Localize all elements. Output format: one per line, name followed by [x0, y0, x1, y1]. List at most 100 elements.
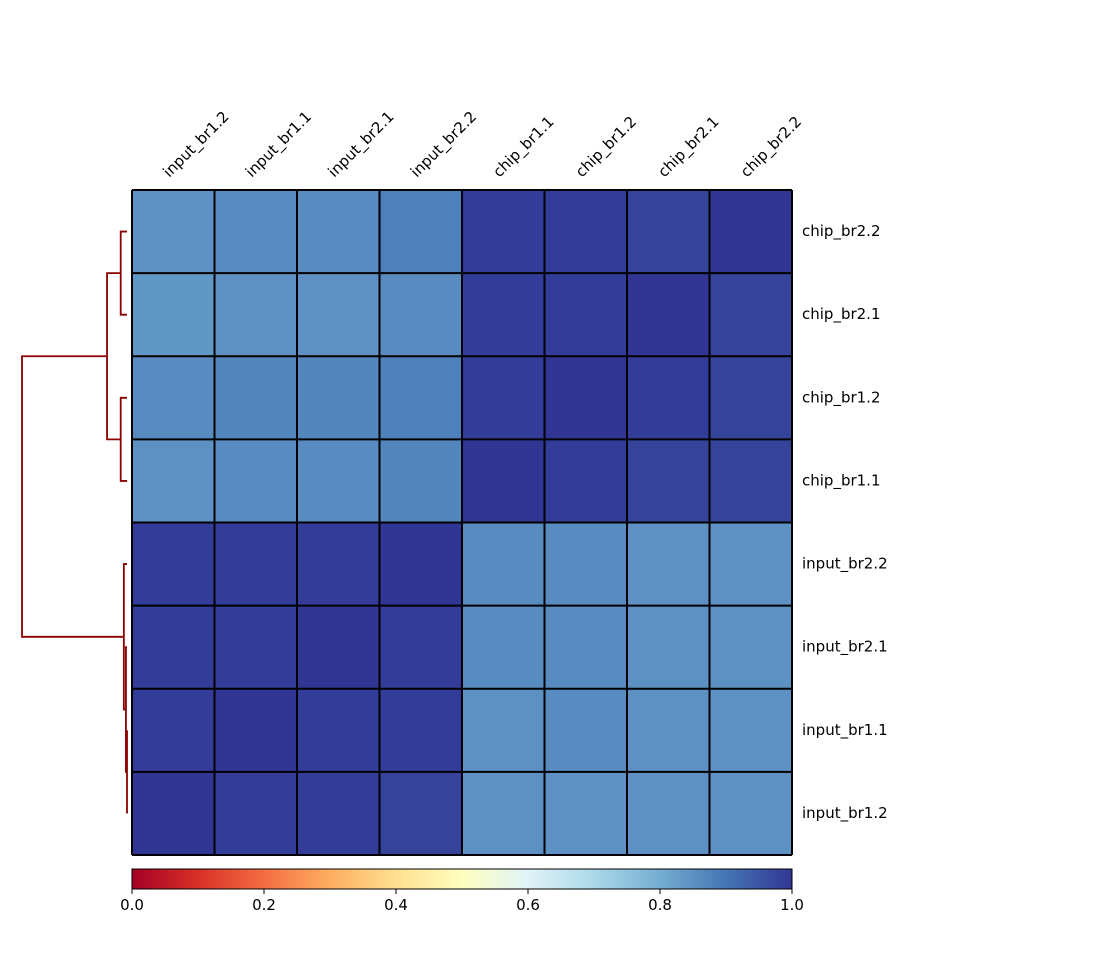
heatmap-cell-input_br2.2-input_br1.2 [132, 522, 215, 606]
heatmap-cell-chip_br1.2-chip_br2.2 [709, 356, 792, 440]
heatmap-cell-chip_br2.1-input_br1.2 [132, 273, 215, 357]
heatmap-cell-chip_br1.1-chip_br1.2 [544, 439, 627, 523]
heatmap-cell-chip_br1.2-input_br2.2 [379, 356, 462, 440]
heatmap-cell-chip_br1.2-chip_br1.1 [462, 356, 545, 440]
column-label: input_br1.2 [159, 108, 233, 182]
dendrogram-link [119, 396, 127, 482]
heatmap-cell-input_br1.2-input_br1.1 [214, 771, 297, 855]
heatmap-cell-input_br1.2-input_br2.2 [379, 771, 462, 855]
heatmap-cell-input_br1.1-input_br1.1 [214, 688, 297, 772]
row-label: input_br1.1 [802, 721, 888, 740]
colorbar-tick-label: 0.4 [384, 896, 408, 914]
column-label: input_br1.1 [242, 108, 316, 182]
heatmap-cell-chip_br1.1-chip_br2.1 [627, 439, 710, 523]
heatmap-cell-input_br1.1-input_br2.1 [297, 688, 380, 772]
dendrogram-link [106, 272, 121, 441]
heatmap-cell-input_br2.2-input_br2.1 [297, 522, 380, 606]
heatmap-cell-input_br2.2-chip_br2.1 [627, 522, 710, 606]
heatmap-cell-chip_br2.2-input_br2.1 [297, 190, 380, 274]
colorbar-tick-label: 1.0 [780, 896, 804, 914]
heatmap-grid [131, 189, 793, 856]
heatmap-cell-input_br2.2-chip_br2.2 [709, 522, 792, 606]
heatmap-cell-input_br1.2-chip_br2.1 [627, 771, 710, 855]
heatmap-cell-chip_br1.1-input_br1.1 [214, 439, 297, 523]
heatmap-cell-input_br2.1-chip_br1.1 [462, 605, 545, 689]
heatmap-cell-input_br1.2-input_br1.2 [132, 771, 215, 855]
heatmap-cell-input_br2.2-chip_br1.2 [544, 522, 627, 606]
dendrogram-link [125, 646, 127, 773]
heatmap-cell-chip_br2.1-chip_br1.2 [544, 273, 627, 357]
row-label: input_br2.1 [802, 638, 888, 657]
colorbar-tick-label: 0.0 [120, 896, 144, 914]
row-label: chip_br1.2 [802, 388, 881, 407]
heatmap-cell-input_br2.1-input_br2.2 [379, 605, 462, 689]
heatmap-cell-chip_br2.1-input_br1.1 [214, 273, 297, 357]
heatmap-cell-input_br1.2-input_br2.1 [297, 771, 380, 855]
heatmap-cell-input_br2.2-input_br1.1 [214, 522, 297, 606]
heatmap-cell-chip_br2.2-chip_br2.2 [709, 190, 792, 274]
heatmap-cell-chip_br2.1-chip_br1.1 [462, 273, 545, 357]
heatmap-cell-chip_br1.1-input_br1.2 [132, 439, 215, 523]
column-label: input_br2.2 [407, 108, 481, 182]
heatmap-cell-chip_br2.2-chip_br2.1 [627, 190, 710, 274]
heatmap-cell-input_br2.1-chip_br2.1 [627, 605, 710, 689]
heatmap-cell-input_br1.1-chip_br1.1 [462, 688, 545, 772]
heatmap-cell-chip_br1.2-input_br2.1 [297, 356, 380, 440]
heatmap-cell-input_br2.2-input_br2.2 [379, 522, 462, 606]
heatmap-cell-input_br2.1-input_br2.1 [297, 605, 380, 689]
colorbar-tick-label: 0.8 [648, 896, 672, 914]
heatmap-cell-chip_br2.2-input_br2.2 [379, 190, 462, 274]
heatmap-cell-chip_br2.2-input_br1.2 [132, 190, 215, 274]
column-label: chip_br1.2 [572, 113, 641, 182]
heatmap-cell-chip_br1.2-input_br1.1 [214, 356, 297, 440]
heatmap-cell-chip_br2.1-input_br2.2 [379, 273, 462, 357]
heatmap-cell-input_br1.1-chip_br2.2 [709, 688, 792, 772]
row-label: chip_br1.1 [802, 471, 881, 490]
row-dendrogram [21, 230, 128, 814]
heatmap-cell-input_br1.1-input_br2.2 [379, 688, 462, 772]
colorbar-tick-label: 0.2 [252, 896, 276, 914]
heatmap-cell-chip_br2.1-chip_br2.1 [627, 273, 710, 357]
heatmap-cell-chip_br2.1-chip_br2.2 [709, 273, 792, 357]
heatmap-cell-chip_br1.1-input_br2.2 [379, 439, 462, 523]
colorbar-gradient [131, 868, 793, 890]
column-label: chip_br2.2 [737, 113, 806, 182]
heatmap-cell-chip_br1.2-chip_br1.2 [544, 356, 627, 440]
heatmap-cell-chip_br1.1-chip_br1.1 [462, 439, 545, 523]
column-labels: input_br1.2 input_br1.1 input_br2.1 input_b… [159, 108, 805, 182]
column-label: chip_br2.1 [654, 113, 723, 182]
row-labels: chip_br2.2 chip_br2.1 chip_br1.2 chip_br1.1… [802, 222, 888, 823]
heatmap-cell-chip_br1.1-chip_br2.2 [709, 439, 792, 523]
heatmap-cell-input_br2.2-chip_br1.1 [462, 522, 545, 606]
colorbar: 0.0 0.2 0.4 0.6 0.8 1.0 [120, 868, 804, 914]
heatmap-cell-chip_br1.1-input_br2.1 [297, 439, 380, 523]
heatmap-cell-input_br1.2-chip_br2.2 [709, 771, 792, 855]
heatmap-cell-chip_br1.2-input_br1.2 [132, 356, 215, 440]
heatmap-cell-input_br2.1-chip_br2.2 [709, 605, 792, 689]
heatmap-cell-chip_br1.2-chip_br2.1 [627, 356, 710, 440]
row-label: chip_br2.1 [802, 305, 881, 324]
heatmap-cell-chip_br2.1-input_br2.1 [297, 273, 380, 357]
heatmap-cell-input_br1.2-chip_br1.2 [544, 771, 627, 855]
heatmap-cell-input_br2.1-input_br1.2 [132, 605, 215, 689]
heatmap-cell-input_br1.1-chip_br2.1 [627, 688, 710, 772]
heatmap-cell-input_br2.1-chip_br1.2 [544, 605, 627, 689]
heatmap-cell-chip_br2.2-chip_br1.2 [544, 190, 627, 274]
column-label: chip_br1.1 [489, 113, 558, 182]
column-label: input_br2.1 [324, 108, 398, 182]
heatmap-cells [132, 190, 792, 855]
dendrogram-link [21, 355, 124, 638]
heatmap-cell-chip_br2.2-chip_br1.1 [462, 190, 545, 274]
row-label: input_br2.2 [802, 555, 888, 574]
heatmap-cell-input_br1.1-input_br1.2 [132, 688, 215, 772]
colorbar-tick-label: 0.6 [516, 896, 540, 914]
heatmap-cell-chip_br2.2-input_br1.1 [214, 190, 297, 274]
heatmap-cell-input_br2.1-input_br1.1 [214, 605, 297, 689]
dendrogram-link [119, 230, 127, 316]
heatmap-cell-input_br1.1-chip_br1.2 [544, 688, 627, 772]
row-label: input_br1.2 [802, 804, 888, 823]
row-label: chip_br2.2 [802, 222, 881, 241]
heatmap-cell-input_br1.2-chip_br1.1 [462, 771, 545, 855]
